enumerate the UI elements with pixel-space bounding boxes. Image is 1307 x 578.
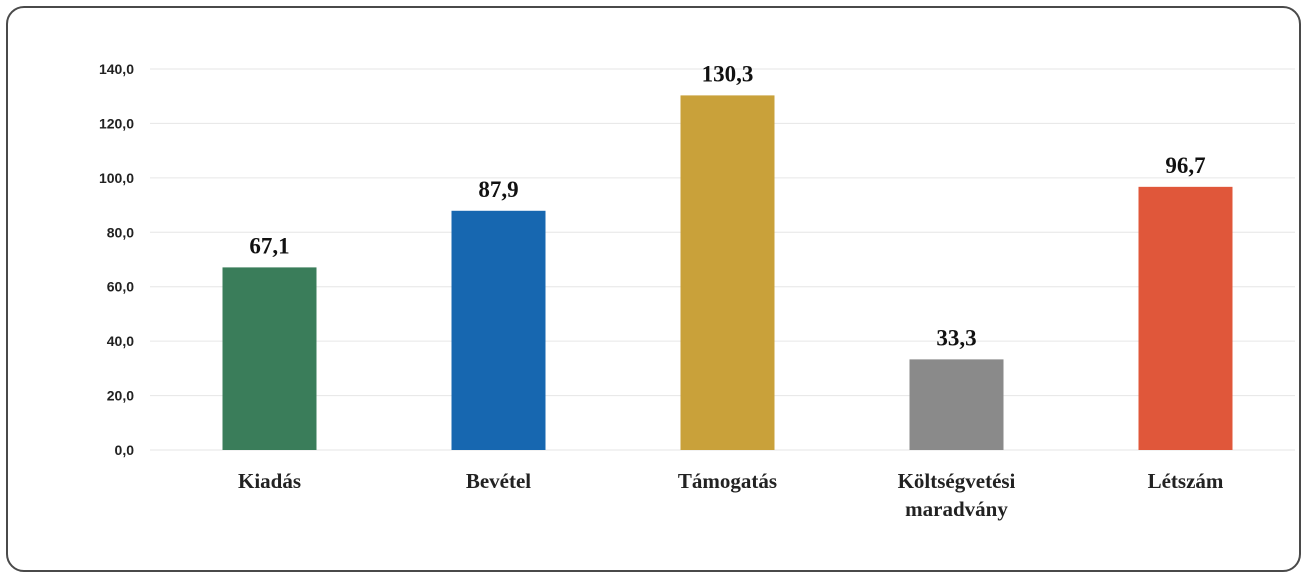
y-tick-label: 140,0 bbox=[99, 61, 134, 77]
x-tick-label: Kiadás bbox=[238, 469, 301, 493]
data-label: 67,1 bbox=[249, 233, 289, 258]
data-label: 96,7 bbox=[1165, 153, 1205, 178]
y-tick-label: 60,0 bbox=[107, 279, 134, 295]
bar bbox=[222, 267, 317, 450]
x-tick-label: Létszám bbox=[1148, 469, 1224, 493]
bar bbox=[680, 95, 775, 450]
y-tick-label: 20,0 bbox=[107, 388, 134, 404]
y-tick-label: 0,0 bbox=[115, 442, 135, 458]
data-label: 33,3 bbox=[936, 325, 976, 350]
bar bbox=[451, 210, 546, 450]
bar bbox=[909, 359, 1004, 450]
x-tick-label: maradvány bbox=[905, 497, 1008, 521]
y-tick-label: 100,0 bbox=[99, 170, 134, 186]
x-tick-label: Költségvetési bbox=[898, 469, 1016, 493]
bar bbox=[1138, 186, 1233, 450]
y-tick-label: 120,0 bbox=[99, 115, 134, 131]
data-label: 87,9 bbox=[478, 177, 518, 202]
x-tick-label: Támogatás bbox=[678, 469, 777, 493]
x-tick-label: Bevétel bbox=[466, 469, 531, 493]
y-tick-label: 40,0 bbox=[107, 333, 134, 349]
data-label: 130,3 bbox=[702, 61, 754, 86]
y-tick-label: 80,0 bbox=[107, 224, 134, 240]
chart-frame bbox=[6, 6, 1301, 572]
